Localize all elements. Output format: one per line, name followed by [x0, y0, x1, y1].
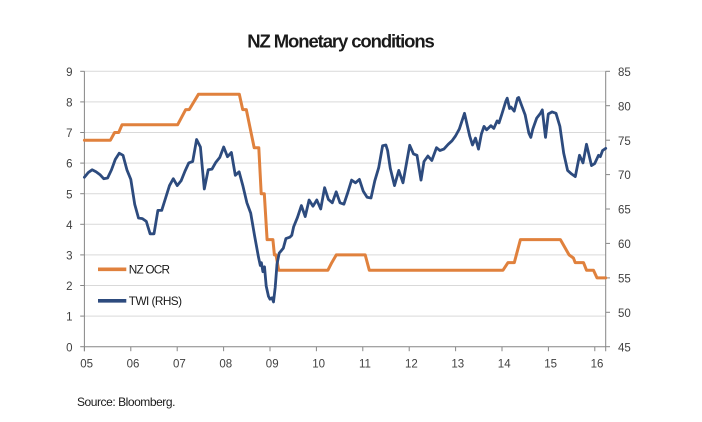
- svg-text:1: 1: [66, 312, 72, 324]
- svg-text:15: 15: [544, 359, 557, 371]
- svg-text:06: 06: [127, 359, 140, 371]
- svg-text:3: 3: [66, 251, 72, 263]
- svg-text:Source: Bloomberg.: Source: Bloomberg.: [77, 395, 175, 409]
- svg-text:09: 09: [266, 359, 279, 371]
- svg-text:TWI (RHS): TWI (RHS): [129, 294, 182, 308]
- svg-text:55: 55: [618, 274, 631, 286]
- svg-text:65: 65: [618, 205, 631, 217]
- svg-text:10: 10: [312, 359, 325, 371]
- svg-text:14: 14: [498, 359, 511, 371]
- svg-text:NZ OCR: NZ OCR: [129, 262, 170, 276]
- svg-text:8: 8: [66, 98, 72, 110]
- svg-text:05: 05: [80, 359, 93, 371]
- svg-text:11: 11: [359, 359, 371, 371]
- svg-text:NZ Monetary conditions: NZ Monetary conditions: [247, 31, 434, 52]
- svg-text:2: 2: [66, 281, 72, 293]
- svg-text:50: 50: [618, 308, 631, 320]
- svg-text:85: 85: [618, 67, 631, 79]
- svg-text:0: 0: [66, 342, 72, 354]
- svg-text:9: 9: [66, 67, 72, 79]
- svg-text:45: 45: [618, 342, 631, 354]
- svg-text:13: 13: [451, 359, 464, 371]
- svg-text:5: 5: [66, 189, 72, 201]
- svg-text:75: 75: [618, 136, 631, 148]
- svg-text:07: 07: [173, 359, 186, 371]
- svg-text:4: 4: [66, 220, 73, 232]
- svg-text:08: 08: [219, 359, 232, 371]
- svg-text:70: 70: [618, 170, 631, 182]
- svg-text:80: 80: [618, 101, 631, 113]
- svg-text:6: 6: [66, 159, 72, 171]
- svg-text:12: 12: [405, 359, 418, 371]
- svg-text:60: 60: [618, 239, 631, 251]
- svg-text:16: 16: [591, 359, 604, 371]
- svg-text:7: 7: [66, 128, 72, 140]
